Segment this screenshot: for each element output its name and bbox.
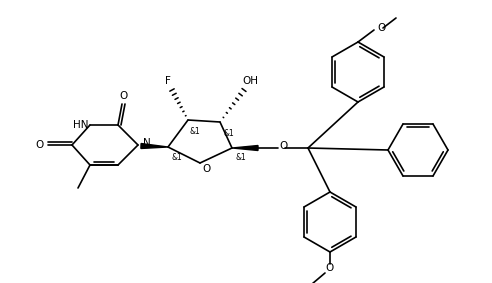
Text: &1: &1	[172, 153, 183, 162]
Text: F: F	[165, 76, 171, 86]
Text: O: O	[377, 23, 385, 33]
Text: O: O	[119, 91, 127, 101]
Polygon shape	[141, 143, 168, 149]
Text: &1: &1	[190, 128, 201, 136]
Text: N: N	[143, 138, 151, 148]
Text: O: O	[202, 164, 210, 174]
Text: O: O	[36, 140, 44, 150]
Polygon shape	[232, 145, 258, 151]
Text: O: O	[326, 263, 334, 273]
Text: OH: OH	[242, 76, 258, 86]
Text: &1: &1	[236, 153, 247, 162]
Text: O: O	[279, 141, 287, 151]
Text: &1: &1	[224, 128, 235, 138]
Text: HN: HN	[72, 120, 88, 130]
